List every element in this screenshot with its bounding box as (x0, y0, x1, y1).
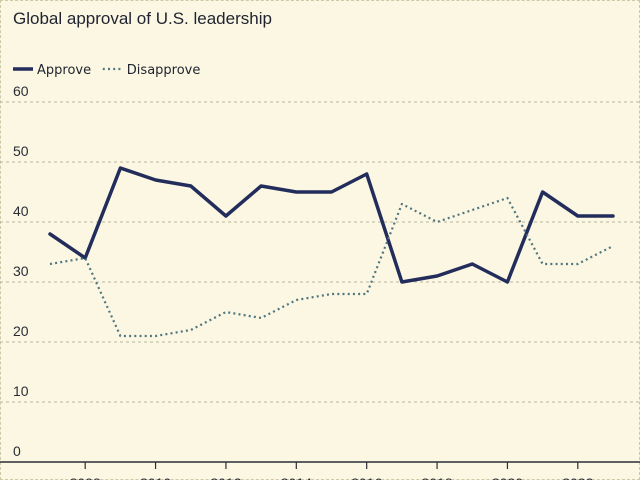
x-tick-label: 2010 (140, 475, 171, 480)
legend-label-approve: Approve (37, 63, 91, 78)
y-tick-label: 50 (13, 143, 29, 159)
x-tick-label: 2020 (492, 475, 523, 480)
x-tick-label: 2018 (421, 475, 452, 480)
y-tick-label: 40 (13, 203, 29, 219)
series-line-disapprove (49, 196, 614, 338)
y-tick-label: 20 (13, 323, 29, 339)
series-lines (48, 166, 615, 338)
x-tick-label: 2022 (562, 475, 593, 480)
chart-title: Global approval of U.S. leadership (13, 9, 272, 28)
gridlines (0, 101, 640, 463)
x-tick-label: 2012 (210, 475, 241, 480)
series-line-approve (48, 166, 615, 284)
x-axis: 2008 2010 2012 2014 2016 2018 2020 2022 (70, 462, 594, 480)
y-tick-label: 0 (13, 443, 21, 459)
x-tick-label: 2014 (281, 475, 312, 480)
legend-label-disapprove: Disapprove (127, 63, 201, 78)
y-tick-label: 10 (13, 383, 29, 399)
x-tick-label: 2016 (351, 475, 382, 480)
y-tick-label: 60 (13, 83, 29, 99)
y-axis-ticks: 0 10 20 30 40 50 60 (13, 83, 29, 459)
x-tick-label: 2008 (70, 475, 101, 480)
legend: Approve Disapprove (13, 63, 200, 78)
y-tick-label: 30 (13, 263, 29, 279)
